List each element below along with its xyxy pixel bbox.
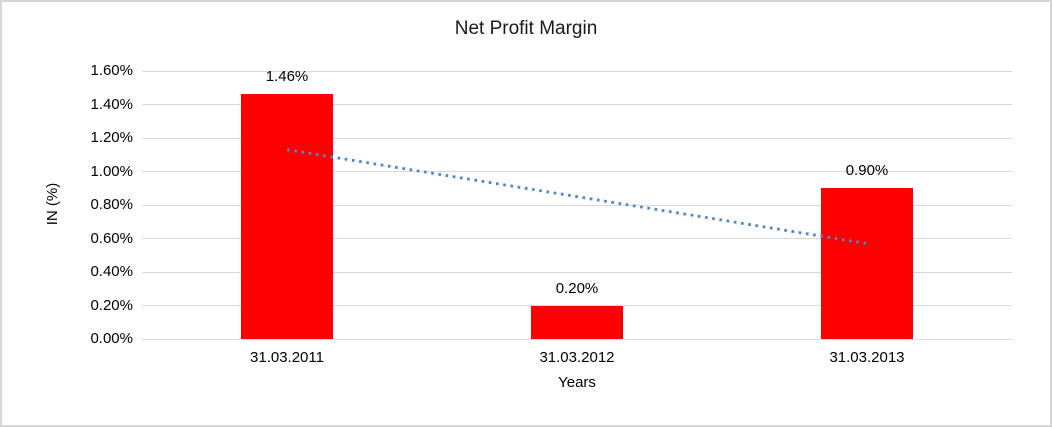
y-tick-label: 1.00% <box>90 162 133 180</box>
y-tick-label: 1.40% <box>90 95 133 113</box>
y-tick-label: 0.00% <box>90 330 133 347</box>
data-label: 0.20% <box>555 279 599 297</box>
y-tick-label: 0.80% <box>90 196 133 213</box>
bar-31.03.2012 <box>531 305 623 339</box>
x-tick-label: 31.03.2012 <box>539 349 615 366</box>
y-tick-label: 0.40% <box>90 263 133 280</box>
plot-area: 1.46% 0.20% 0.90% <box>142 68 1012 340</box>
y-tick-label: 0.60% <box>90 229 133 247</box>
gridline <box>142 271 1012 273</box>
trendline <box>286 148 868 245</box>
gridline <box>142 137 1012 139</box>
y-tick-label: 1.60% <box>90 62 133 79</box>
x-tick-label: 31.03.2013 <box>829 349 905 366</box>
gridline <box>142 70 1012 72</box>
x-tick-label: 31.03.2011 <box>250 349 324 366</box>
gridline <box>142 171 1012 172</box>
gridline <box>142 204 1012 206</box>
data-label: 1.46% <box>265 68 309 86</box>
y-tick-label: 0.20% <box>90 296 133 314</box>
y-tick-label: 1.20% <box>90 129 133 146</box>
bar-31.03.2011 <box>241 94 333 339</box>
gridline <box>142 238 1012 239</box>
gridline <box>142 104 1012 105</box>
x-axis-title: Years <box>558 374 596 391</box>
chart-title: Net Profit Margin <box>454 18 598 39</box>
data-label: 0.90% <box>845 162 889 180</box>
gridline <box>142 338 1012 340</box>
bar-31.03.2013 <box>821 188 913 339</box>
